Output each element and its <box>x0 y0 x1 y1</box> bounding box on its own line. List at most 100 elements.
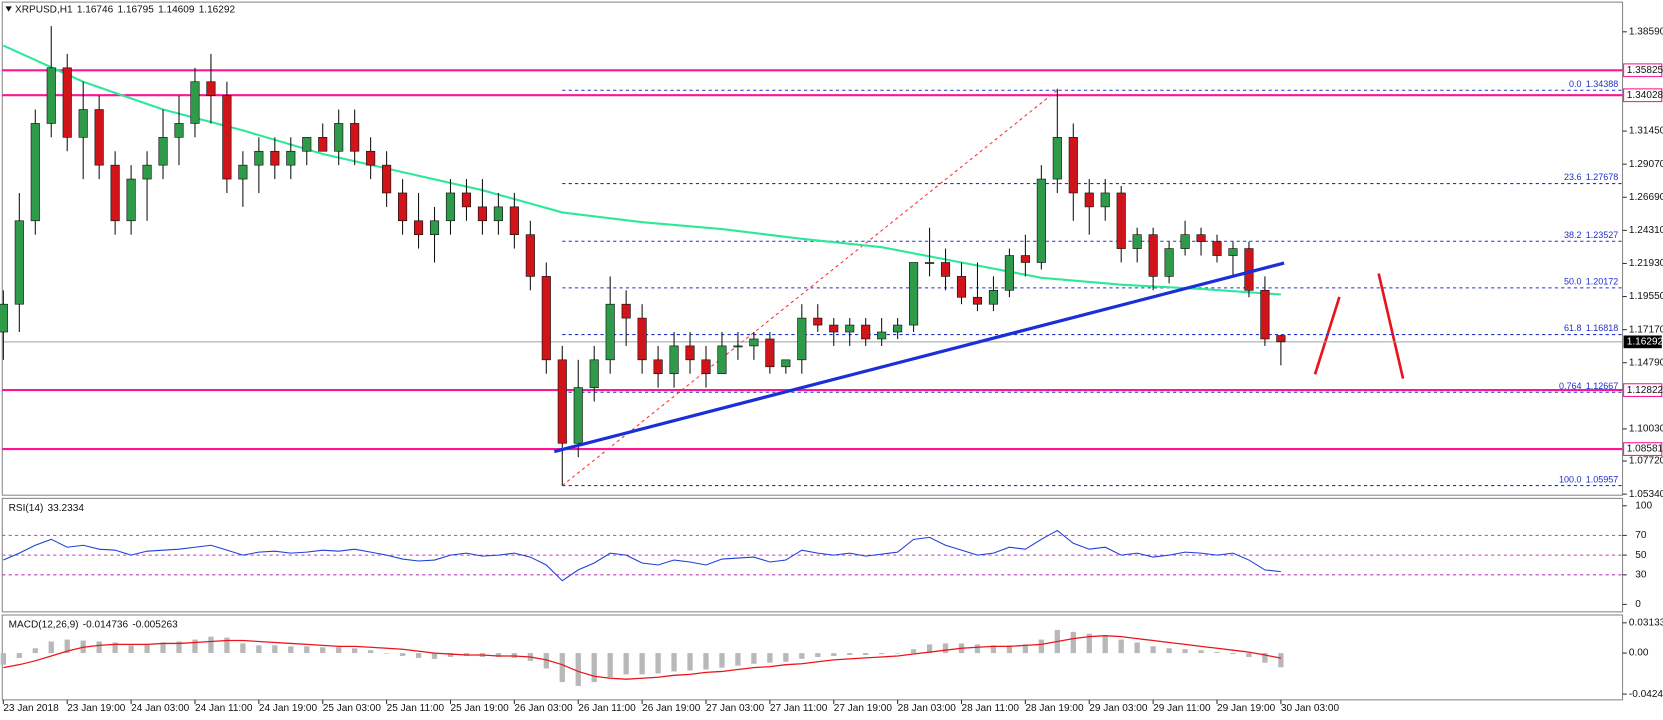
macd-tick-label: 0.00 <box>1629 648 1649 659</box>
x-tick-label: 30 Jan 03:00 <box>1281 703 1340 714</box>
candle-body <box>1132 234 1142 249</box>
macd-bar <box>942 643 949 654</box>
candle-body <box>749 338 759 347</box>
drawn-arrow-down <box>1377 273 1405 379</box>
x-tick-label: 29 Jan 19:00 <box>1217 703 1276 714</box>
x-tick-label: 23 Jan 2018 <box>3 703 59 714</box>
y-tick-label: 1.14790 <box>1629 357 1663 368</box>
macd-current: -0.014736 <box>83 619 129 630</box>
macd-bar <box>224 637 230 654</box>
candle-body <box>461 192 472 208</box>
x-tick-label: 24 Jan 19:00 <box>259 703 318 714</box>
macd-bar <box>894 653 901 654</box>
macd-bar <box>1166 648 1172 654</box>
candle-body <box>318 137 328 152</box>
fib-label: 0.0 1.34388 <box>1569 79 1618 89</box>
x-tick-label: 29 Jan 03:00 <box>1089 703 1148 714</box>
fib-label: 0.764 1.12667 <box>1559 381 1618 391</box>
fib-ratio: 50.0 <box>1564 277 1582 287</box>
macd-bar <box>639 653 645 675</box>
macd-label: MACD(12,26,9) -0.014736 -0.005263 <box>9 619 178 630</box>
ohlc-low: 1.14609 <box>158 4 195 15</box>
candle-body <box>781 359 791 368</box>
candle-body <box>174 123 184 138</box>
candle-body <box>685 345 695 361</box>
macd-bar <box>1070 631 1076 654</box>
candle-body <box>573 387 583 444</box>
macd-bar <box>847 653 853 656</box>
macd-bar <box>990 645 997 654</box>
candle-body <box>717 345 727 375</box>
macd-bar <box>623 653 629 675</box>
macd-bar <box>926 644 933 654</box>
y-tick-label: 1.10030 <box>1629 424 1663 435</box>
candle-body <box>509 206 519 235</box>
macd-bar <box>1150 646 1156 654</box>
macd-bar <box>288 646 294 654</box>
fib-label: 100.0 1.05957 <box>1559 475 1618 485</box>
rsi-line <box>3 529 1281 582</box>
x-tick-label: 25 Jan 03:00 <box>323 703 382 714</box>
candle-body <box>1148 234 1158 277</box>
macd-bar <box>336 647 342 654</box>
macd-bar <box>304 646 310 654</box>
macd-bar <box>96 641 102 654</box>
candle-body <box>302 137 312 152</box>
macd-tick-label: -0.042443 <box>1629 689 1663 700</box>
candle-body <box>797 317 807 361</box>
candle-body <box>1100 192 1110 208</box>
macd-bar <box>112 642 118 654</box>
level-label-box <box>1623 383 1663 397</box>
candle-body <box>445 192 456 222</box>
fib-label: 61.8 1.16818 <box>1564 324 1618 334</box>
candle-body <box>493 206 503 222</box>
candle-body <box>1116 192 1126 249</box>
macd-bar <box>910 649 917 654</box>
candle-body <box>1068 137 1078 194</box>
chart-title: XRPUSD,H1 1.16746 1.16795 1.14609 1.16292 <box>15 4 235 15</box>
macd-bar <box>751 653 757 664</box>
candle-body <box>1004 255 1014 291</box>
level-label-box <box>1623 63 1663 78</box>
macd-bar <box>495 653 502 657</box>
candle-body <box>30 123 40 222</box>
candle-body <box>62 67 72 138</box>
ohlc-open: 1.16746 <box>77 4 114 15</box>
candle-body <box>972 296 983 305</box>
macd-bar <box>703 653 709 670</box>
candle-body <box>1020 255 1030 263</box>
macd-bar <box>144 644 150 654</box>
candle-body <box>925 262 935 264</box>
macd-bar <box>128 645 134 654</box>
candle-body <box>1212 241 1222 256</box>
macd-bar <box>1278 653 1284 668</box>
x-tick-label: 24 Jan 11:00 <box>195 703 253 714</box>
macd-bar <box>1262 653 1268 663</box>
macd-bar <box>831 653 837 656</box>
macd-name: MACD(12,26,9) <box>9 619 79 630</box>
candle-body <box>286 150 296 166</box>
macd-bar <box>447 653 454 657</box>
fib-price: 1.27678 <box>1586 173 1619 183</box>
trendline <box>553 261 1285 454</box>
fib-ratio: 38.2 <box>1564 230 1582 240</box>
candle-body <box>956 276 967 298</box>
candle-body <box>1260 289 1270 340</box>
macd-bar <box>431 653 438 659</box>
candle-body <box>861 324 871 340</box>
macd-bar <box>208 636 214 654</box>
macd-bar <box>1022 644 1029 654</box>
drawn-arrow-up <box>1313 296 1341 375</box>
candle-body <box>1036 178 1046 263</box>
candle-body <box>1276 335 1286 343</box>
fib-price: 1.12667 <box>1586 381 1619 391</box>
x-tick-label: 26 Jan 03:00 <box>514 703 573 714</box>
x-tick-label: 27 Jan 11:00 <box>770 703 828 714</box>
candle-body <box>909 262 919 326</box>
candle-body <box>525 234 535 277</box>
macd-bar <box>1214 652 1220 654</box>
candle-body <box>270 150 280 166</box>
y-tick-label: 1.38590 <box>1629 26 1663 37</box>
